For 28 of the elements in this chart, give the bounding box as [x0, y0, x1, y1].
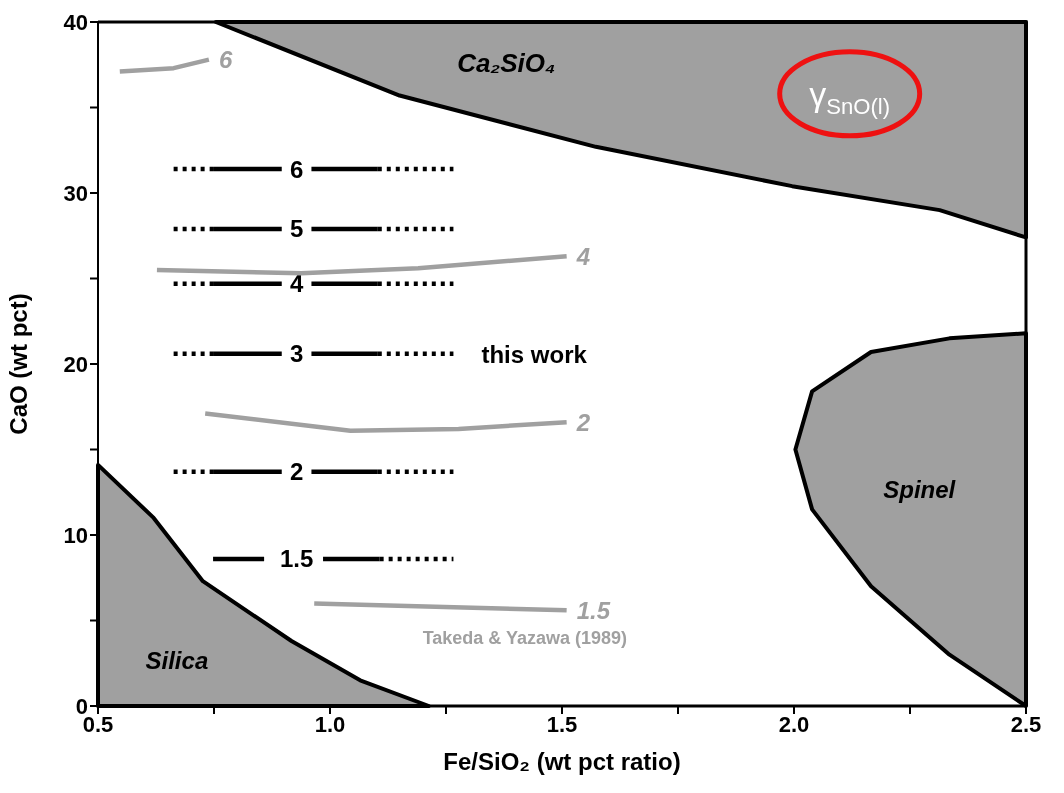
x-tick-label: 1.5 — [546, 711, 578, 737]
series-label: 4 — [289, 270, 304, 298]
annotation: γ$_{SnO(l)}$ — [809, 74, 891, 119]
series-label: 5 — [289, 215, 304, 243]
series-label: 1.5 — [279, 545, 314, 573]
series-label: 3 — [289, 340, 304, 368]
series-label: 6 — [218, 46, 233, 74]
y-tick-label: 10 — [63, 522, 88, 548]
annotation: Spinel — [883, 475, 957, 503]
series-label: 4 — [575, 242, 590, 270]
line-series — [154, 254, 569, 276]
y-tick-label: 30 — [63, 180, 88, 206]
series-label: 2 — [575, 408, 591, 436]
x-axis-title: Fe/SiO₂ (wt pct ratio) — [443, 748, 681, 775]
x-tick-label: 2.5 — [1010, 711, 1042, 737]
series-label: 2 — [289, 458, 304, 486]
annotation: this work — [481, 340, 588, 368]
series-label: 6 — [289, 155, 304, 183]
annotation: Takeda & Yazawa (1989) — [422, 627, 628, 648]
annotation: Ca₂SiO₄ — [457, 48, 556, 79]
y-tick-label: 20 — [63, 351, 88, 377]
x-tick-label: 2.0 — [778, 711, 810, 737]
x-tick-label: 1.0 — [314, 711, 346, 737]
annotation: Silica — [145, 646, 209, 674]
y-tick-label: 40 — [63, 9, 88, 35]
series-label: 1.5 — [576, 596, 611, 624]
y-axis-title: CaO (wt pct) — [4, 293, 32, 435]
line-series — [202, 411, 569, 433]
